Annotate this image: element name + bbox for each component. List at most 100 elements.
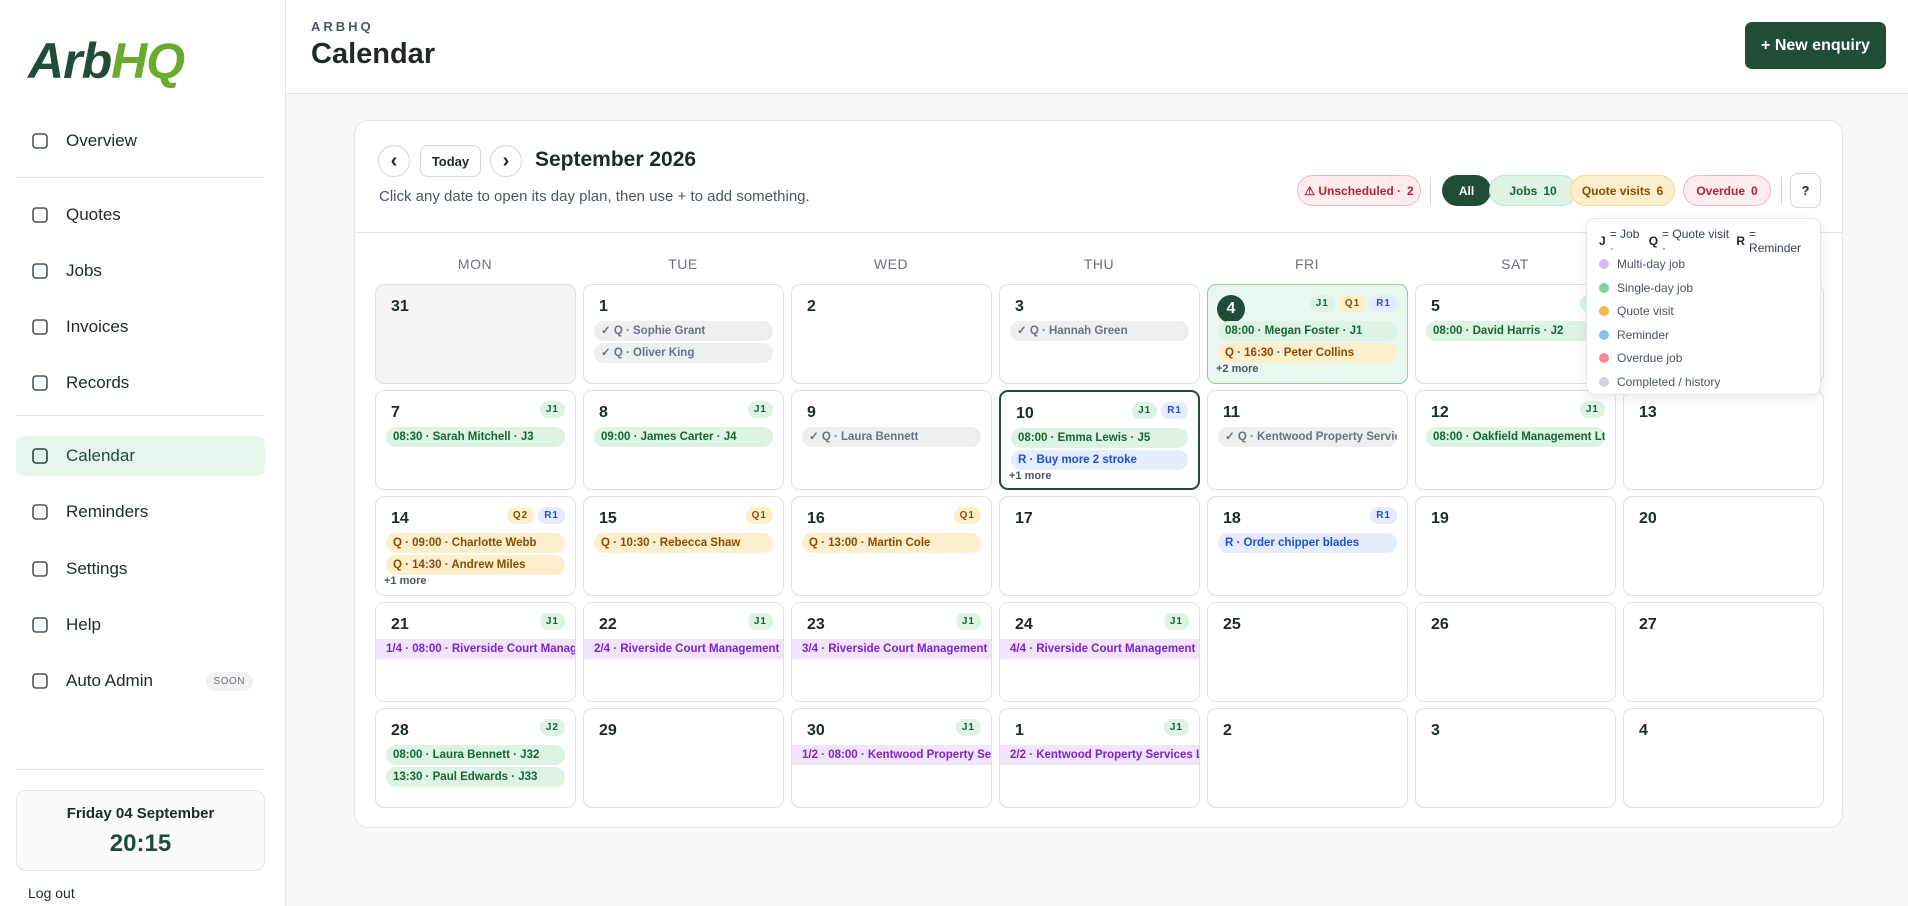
day-cell[interactable]: 27 <box>1623 602 1824 702</box>
day-cell[interactable]: 20 <box>1623 496 1824 596</box>
nav-item[interactable]: Auto Admin SOON <box>16 661 265 701</box>
nav-item[interactable]: Quotes <box>16 195 265 235</box>
event-chip[interactable]: ✓ Q · Sophie Grant <box>594 321 773 341</box>
day-number: 27 <box>1639 616 1657 633</box>
day-cell[interactable]: 15 Q1 Q · 10:30 · Rebecca Shaw <box>583 496 784 596</box>
day-cell[interactable]: 18 R1 R · Order chipper blades <box>1207 496 1408 596</box>
logout[interactable]: Log out <box>28 885 75 901</box>
filter-pill[interactable]: Jobs 10 <box>1489 175 1577 206</box>
nav-item[interactable]: Settings <box>16 549 265 589</box>
day-cell[interactable]: 1 J1 2/2 · Kentwood Property Services Ltd <box>999 708 1200 808</box>
filter-pill[interactable]: ⚠ Unscheduled · 2 <box>1297 175 1421 206</box>
event-chip[interactable]: ✓ Q · Hannah Green <box>1010 321 1189 341</box>
event-chip[interactable]: 09:00 · James Carter · J4 <box>594 427 773 447</box>
badge-group: J1 <box>1163 613 1189 630</box>
nav-item[interactable]: Calendar <box>16 436 265 476</box>
nav-icon <box>32 448 48 464</box>
event-chip[interactable]: 13:30 · Paul Edwards · J33 <box>386 767 565 787</box>
event-chip[interactable]: 2/2 · Kentwood Property Services Ltd <box>1000 745 1199 765</box>
day-cell[interactable]: 31 <box>375 284 576 384</box>
new-enquiry-button[interactable]: + New enquiry <box>1745 22 1886 69</box>
day-cell[interactable]: 29 <box>583 708 784 808</box>
event-chip[interactable]: 08:00 · Emma Lewis · J5 <box>1011 428 1188 448</box>
day-cell[interactable]: 2 <box>791 284 992 384</box>
next-button[interactable]: › <box>490 145 522 177</box>
day-cell[interactable]: 4 <box>1623 708 1824 808</box>
event-chip[interactable]: Q · 10:30 · Rebecca Shaw <box>594 533 773 553</box>
badge-group: J1 <box>539 401 565 418</box>
legend-item: Multi-day job <box>1599 253 1808 277</box>
filter-pill[interactable]: All <box>1442 175 1491 206</box>
nav-icon <box>32 207 48 223</box>
event-chip[interactable]: 08:00 · David Harris · J2 <box>1426 321 1605 341</box>
day-cell[interactable]: 24 J1 4/4 · Riverside Court Management Ltd <box>999 602 1200 702</box>
day-cell[interactable]: 9 ✓ Q · Laura Bennett <box>791 390 992 490</box>
event-chip[interactable]: 08:00 · Megan Foster · J1 <box>1218 321 1397 341</box>
event-chip[interactable]: 08:00 · Oakfield Management Ltd · <box>1426 427 1605 447</box>
event-chip[interactable]: 1/2 · 08:00 · Kentwood Property Services… <box>792 745 991 765</box>
weekday: TUE <box>668 256 698 272</box>
nav-icon <box>32 375 48 391</box>
logo[interactable]: ArbHQ <box>28 32 185 90</box>
nav-item[interactable]: Overview <box>16 121 265 161</box>
event-chip[interactable]: Q · 13:00 · Martin Cole <box>802 533 981 553</box>
day-number: 10 <box>1016 405 1034 422</box>
today-button[interactable]: Today <box>420 145 481 177</box>
day-cell[interactable]: 11 ✓ Q · Kentwood Property Services Ltd <box>1207 390 1408 490</box>
more-link[interactable]: +1 more <box>384 575 427 587</box>
day-cell[interactable]: 3 ✓ Q · Hannah Green <box>999 284 1200 384</box>
day-cell[interactable]: 26 <box>1415 602 1616 702</box>
event-chip[interactable]: Q · 16:30 · Peter Collins <box>1218 343 1397 363</box>
event-chip[interactable]: 4/4 · Riverside Court Management Ltd <box>1000 639 1199 659</box>
event-chip[interactable]: 08:00 · Laura Bennett · J32 <box>386 745 565 765</box>
day-cell[interactable]: 25 <box>1207 602 1408 702</box>
soon-badge: SOON <box>205 671 253 691</box>
event-chip[interactable]: Q · 14:30 · Andrew Miles <box>386 555 565 575</box>
day-number: 26 <box>1431 616 1449 633</box>
nav-item[interactable]: Reminders <box>16 492 265 532</box>
day-cell[interactable]: 8 J1 09:00 · James Carter · J4 <box>583 390 784 490</box>
day-cell[interactable]: 1 ✓ Q · Sophie Grant ✓ Q · Oliver King <box>583 284 784 384</box>
event-chip[interactable]: Q · 09:00 · Charlotte Webb <box>386 533 565 553</box>
day-cell[interactable]: 10 J1 R1 08:00 · Emma Lewis · J5 R · Buy mor… <box>999 390 1200 490</box>
day-cell[interactable]: 14 Q2 R1 Q · 09:00 · Charlotte Webb Q · 14:3… <box>375 496 576 596</box>
filter-label: All <box>1458 183 1475 198</box>
event-chip[interactable]: 08:30 · Sarah Mitchell · J3 <box>386 427 565 447</box>
day-cell[interactable]: 5J108:00 · David Harris · J2 <box>1415 284 1616 384</box>
nav-item[interactable]: Invoices <box>16 307 265 347</box>
day-cell[interactable]: 23 J1 3/4 · Riverside Court Management Ltd <box>791 602 992 702</box>
event-chip[interactable]: ✓ Q · Oliver King <box>594 343 773 363</box>
count-badge: J1 <box>1309 295 1335 312</box>
event-chip[interactable]: R · Order chipper blades <box>1218 533 1397 553</box>
event-chip[interactable]: 3/4 · Riverside Court Management Ltd <box>792 639 991 659</box>
nav-item[interactable]: Help <box>16 605 265 645</box>
filter-pill[interactable]: Overdue 0 <box>1683 175 1771 206</box>
nav-item[interactable]: Records <box>16 363 265 403</box>
day-cell[interactable]: 30 J1 1/2 · 08:00 · Kentwood Property Serv… <box>791 708 992 808</box>
day-cell[interactable]: 17 <box>999 496 1200 596</box>
day-cell[interactable]: 19 <box>1415 496 1616 596</box>
day-cell[interactable]: 28 J2 08:00 · Laura Bennett · J32 13:30 · P… <box>375 708 576 808</box>
help-button[interactable]: ? <box>1790 173 1821 208</box>
more-link[interactable]: +1 more <box>1009 470 1052 482</box>
day-cell[interactable]: 3 <box>1415 708 1616 808</box>
nav-item[interactable]: Jobs <box>16 251 265 291</box>
day-cell[interactable]: 16 Q1 Q · 13:00 · Martin Cole <box>791 496 992 596</box>
count-badge: Q1 <box>745 507 773 524</box>
day-cell[interactable]: 7 J1 08:30 · Sarah Mitchell · J3 <box>375 390 576 490</box>
event-chip[interactable]: 2/4 · Riverside Court Management Ltd <box>584 639 783 659</box>
more-link[interactable]: +2 more <box>1216 363 1259 375</box>
event-chip[interactable]: ✓ Q · Kentwood Property Services Ltd <box>1218 427 1397 447</box>
event-chip[interactable]: R · Buy more 2 stroke <box>1011 450 1188 470</box>
day-cell[interactable]: 21 J1 1/4 · 08:00 · Riverside Court Manage… <box>375 602 576 702</box>
day-cell[interactable]: 12 J1 08:00 · Oakfield Management Ltd · <box>1415 390 1616 490</box>
event-chip[interactable]: 1/4 · 08:00 · Riverside Court Management… <box>376 639 575 659</box>
day-cell[interactable]: 22 J1 2/4 · Riverside Court Management Ltd <box>583 602 784 702</box>
badge-group: J1 Q1 R1 <box>1309 295 1397 312</box>
event-chip[interactable]: ✓ Q · Laura Bennett <box>802 427 981 447</box>
day-cell[interactable]: 13 <box>1623 390 1824 490</box>
day-cell[interactable]: 4 J1 Q1 R1 08:00 · Megan Foster · J1 Q · 16:3… <box>1207 284 1408 384</box>
day-cell[interactable]: 2 <box>1207 708 1408 808</box>
filter-pill[interactable]: Quote visits 6 <box>1570 175 1675 206</box>
prev-button[interactable]: ‹ <box>378 145 410 177</box>
